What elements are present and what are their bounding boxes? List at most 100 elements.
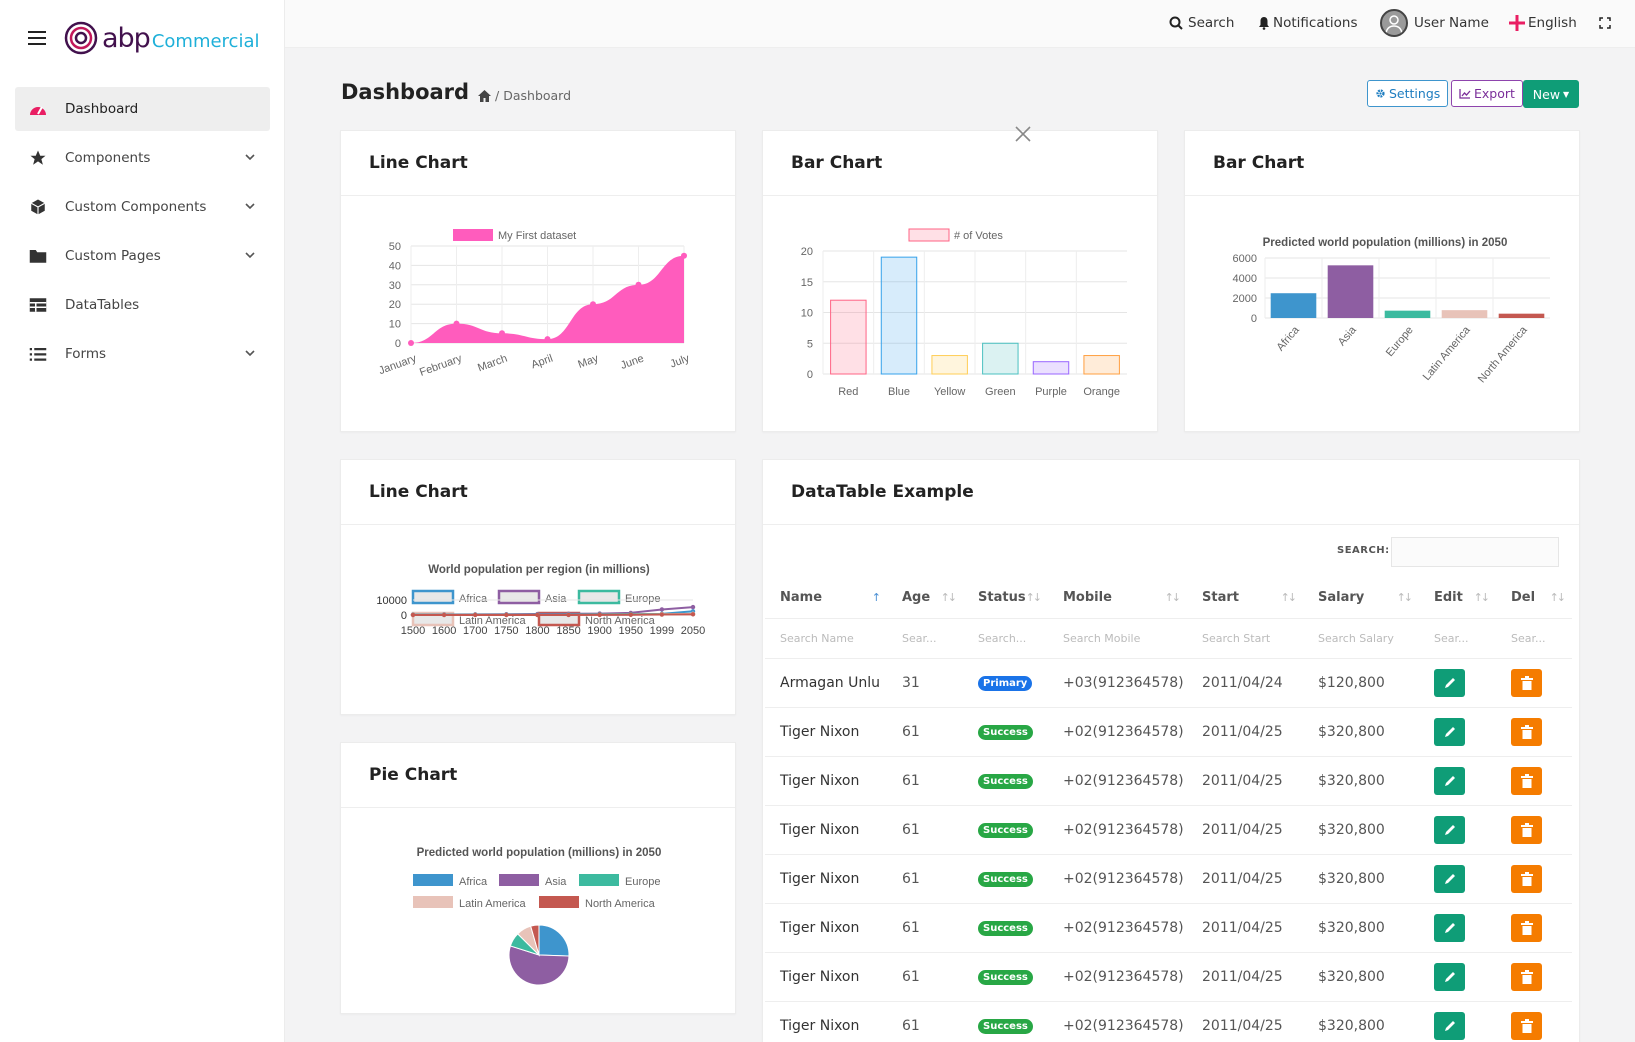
- sidebar-item-datatables[interactable]: DataTables: [15, 283, 270, 327]
- delete-button[interactable]: [1511, 815, 1542, 844]
- sidebar-item-label: Components: [65, 150, 151, 166]
- status-badge: Success: [978, 970, 1033, 985]
- edit-button[interactable]: [1434, 1011, 1465, 1040]
- cell-edit: [1419, 756, 1496, 806]
- filter-salary[interactable]: Search Salary: [1303, 618, 1419, 659]
- edit-button[interactable]: [1434, 717, 1465, 746]
- column-header-start[interactable]: Start ↑↓: [1187, 578, 1303, 619]
- x-tick-label: 1800: [525, 625, 549, 637]
- column-header-del[interactable]: Del ↑↓: [1496, 578, 1572, 619]
- sort-icon: ↑↓: [1025, 591, 1043, 604]
- cell-del: [1496, 903, 1572, 953]
- trash-icon: [1520, 1018, 1533, 1033]
- cell-status: Success: [963, 805, 1048, 855]
- column-header-name[interactable]: Name ↑: [765, 578, 887, 619]
- column-header-age[interactable]: Age ↑↓: [887, 578, 963, 619]
- list-icon: [28, 344, 48, 364]
- delete-button[interactable]: [1511, 962, 1542, 991]
- export-label: Export: [1474, 86, 1515, 101]
- filter-age[interactable]: Sear...: [887, 618, 963, 659]
- table-search-input[interactable]: [1391, 537, 1559, 567]
- settings-button[interactable]: Settings: [1367, 80, 1449, 107]
- pencil-icon: [1444, 726, 1455, 737]
- filter-del[interactable]: Sear...: [1496, 618, 1572, 659]
- pie-chart: Predicted world population (millions) in…: [413, 847, 661, 986]
- edit-button[interactable]: [1434, 913, 1465, 942]
- cell-edit: [1419, 658, 1496, 708]
- legend-label: Asia: [545, 876, 567, 888]
- delete-button[interactable]: [1511, 766, 1542, 795]
- filter-row: Search Name Sear... Search... Search Mob…: [765, 618, 1572, 659]
- legend-label: Europe: [625, 593, 660, 605]
- edit-button[interactable]: [1434, 766, 1465, 795]
- legend-swatch: [539, 896, 579, 908]
- status-badge: Primary: [978, 676, 1033, 691]
- y-tick-label: 0: [807, 369, 813, 381]
- sidebar-item-components[interactable]: Components: [15, 136, 270, 180]
- series-line: [412, 613, 694, 616]
- edit-button[interactable]: [1434, 962, 1465, 991]
- x-tick-label: 2050: [681, 625, 705, 637]
- column-header-status[interactable]: Status ↑↓: [963, 578, 1048, 619]
- topbar-notifications[interactable]: Notifications: [1258, 12, 1358, 34]
- edit-button[interactable]: [1434, 864, 1465, 893]
- data-point: [504, 612, 509, 618]
- cell-name: Tiger Nixon: [765, 756, 887, 806]
- cell-age: 61: [887, 1001, 963, 1042]
- topbar-user-menu[interactable]: User Name: [1380, 8, 1489, 38]
- status-badge: Success: [978, 1019, 1033, 1034]
- legend-label: Africa: [459, 876, 488, 888]
- sidebar-nav: Dashboard Components Custom Components C…: [15, 87, 270, 381]
- legend-label: Latin America: [459, 615, 527, 627]
- card-title: Bar Chart: [1213, 153, 1305, 173]
- data-point: [690, 612, 696, 617]
- column-header-edit[interactable]: Edit ↑↓: [1419, 578, 1496, 619]
- delete-button[interactable]: [1511, 1011, 1542, 1040]
- table-row: Tiger Nixon 61 Success +02(912364578) 2011/0…: [765, 707, 1572, 757]
- chart-line-icon: [1459, 89, 1471, 99]
- filter-start[interactable]: Search Start: [1187, 618, 1303, 659]
- sidebar-item-forms[interactable]: Forms: [15, 332, 270, 376]
- cell-start: 2011/04/25: [1187, 1001, 1303, 1042]
- filter-mobile[interactable]: Search Mobile: [1048, 618, 1187, 659]
- sort-icon: ↑↓: [1549, 591, 1567, 604]
- x-tick-label: Yellow: [934, 386, 965, 398]
- close-icon[interactable]: [1013, 124, 1033, 144]
- legend-label: North America: [585, 615, 656, 627]
- edit-button[interactable]: [1434, 668, 1465, 697]
- cell-name: Tiger Nixon: [765, 707, 887, 757]
- delete-button[interactable]: [1511, 864, 1542, 893]
- delete-button[interactable]: [1511, 717, 1542, 746]
- filter-edit[interactable]: Sear...: [1419, 618, 1496, 659]
- hamburger-menu-icon[interactable]: [28, 31, 46, 45]
- sidebar-item-custom-components[interactable]: Custom Components: [15, 185, 270, 229]
- data-point: [499, 330, 505, 337]
- home-icon[interactable]: [478, 89, 491, 102]
- data-point: [566, 612, 571, 618]
- sidebar-item-dashboard[interactable]: Dashboard: [15, 87, 270, 131]
- cell-del: [1496, 805, 1572, 855]
- sort-icon: ↑↓: [940, 591, 958, 604]
- pencil-icon: [1444, 922, 1455, 933]
- trash-icon: [1520, 822, 1533, 837]
- new-dropdown-button[interactable]: New ▼: [1523, 80, 1579, 108]
- column-header-mobile[interactable]: Mobile ↑↓: [1048, 578, 1187, 619]
- column-header-salary[interactable]: Salary ↑↓: [1303, 578, 1419, 619]
- topbar-search[interactable]: Search: [1169, 12, 1234, 34]
- fullscreen-button[interactable]: [1599, 12, 1611, 34]
- filter-name[interactable]: Search Name: [765, 618, 887, 659]
- legend-swatch: [579, 874, 619, 886]
- export-button[interactable]: Export: [1451, 80, 1523, 107]
- sidebar-item-custom-pages[interactable]: Custom Pages: [15, 234, 270, 278]
- delete-button[interactable]: [1511, 668, 1542, 697]
- delete-button[interactable]: [1511, 913, 1542, 942]
- y-tick-label: 40: [389, 260, 401, 272]
- bar: [1083, 355, 1120, 375]
- bar: [982, 342, 1019, 375]
- filter-status[interactable]: Search...: [963, 618, 1048, 659]
- topbar-language[interactable]: English: [1509, 12, 1577, 34]
- y-tick-label: 6000: [1233, 253, 1257, 265]
- edit-button[interactable]: [1434, 815, 1465, 844]
- pencil-icon: [1444, 677, 1455, 688]
- y-tick-label: 0: [401, 610, 407, 622]
